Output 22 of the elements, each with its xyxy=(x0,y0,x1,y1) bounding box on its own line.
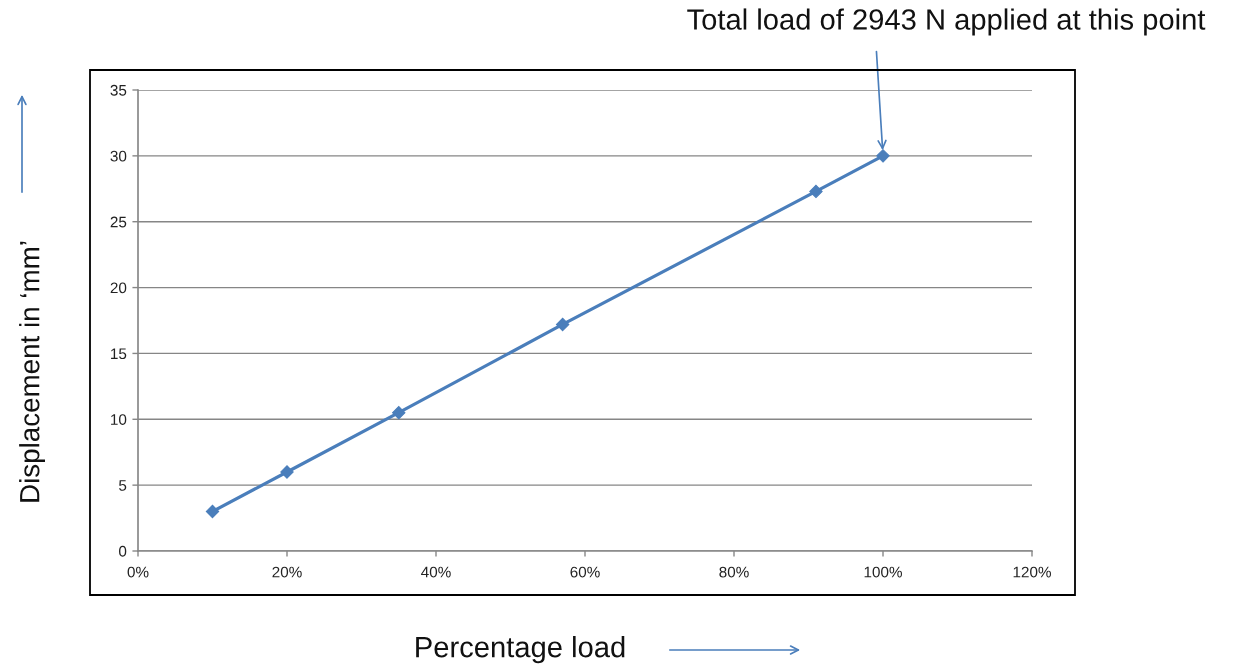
x-tick-label: 20% xyxy=(272,566,302,578)
point xyxy=(392,405,406,420)
point xyxy=(809,184,823,199)
x-tick-label: 60% xyxy=(570,566,600,578)
x-axis-title: Percentage load xyxy=(416,636,625,664)
y-tick-label: 5 xyxy=(119,480,127,491)
point xyxy=(876,149,890,163)
y-tick-label: 30 xyxy=(110,150,127,162)
y-tick-label: 10 xyxy=(111,414,127,425)
annotation: Total load of 2943 N applied at this point xyxy=(687,8,1206,36)
y-tick-label: 15 xyxy=(111,348,127,360)
y-tick-label: 35 xyxy=(110,84,127,96)
y-tick-label: 20 xyxy=(110,282,127,294)
x-tick-label: 0% xyxy=(127,566,149,578)
y-tick-label: 25 xyxy=(110,216,127,228)
x-tick-label: 40% xyxy=(421,566,451,578)
y-tick-label: 0 xyxy=(118,545,127,557)
y-axis-title: Displacement in ‘mm’ xyxy=(19,241,45,502)
x-tick-label: 80% xyxy=(719,566,749,578)
point xyxy=(555,317,570,332)
x-tick-label: 120% xyxy=(1013,566,1051,578)
x-tick-label: 100% xyxy=(864,566,902,578)
